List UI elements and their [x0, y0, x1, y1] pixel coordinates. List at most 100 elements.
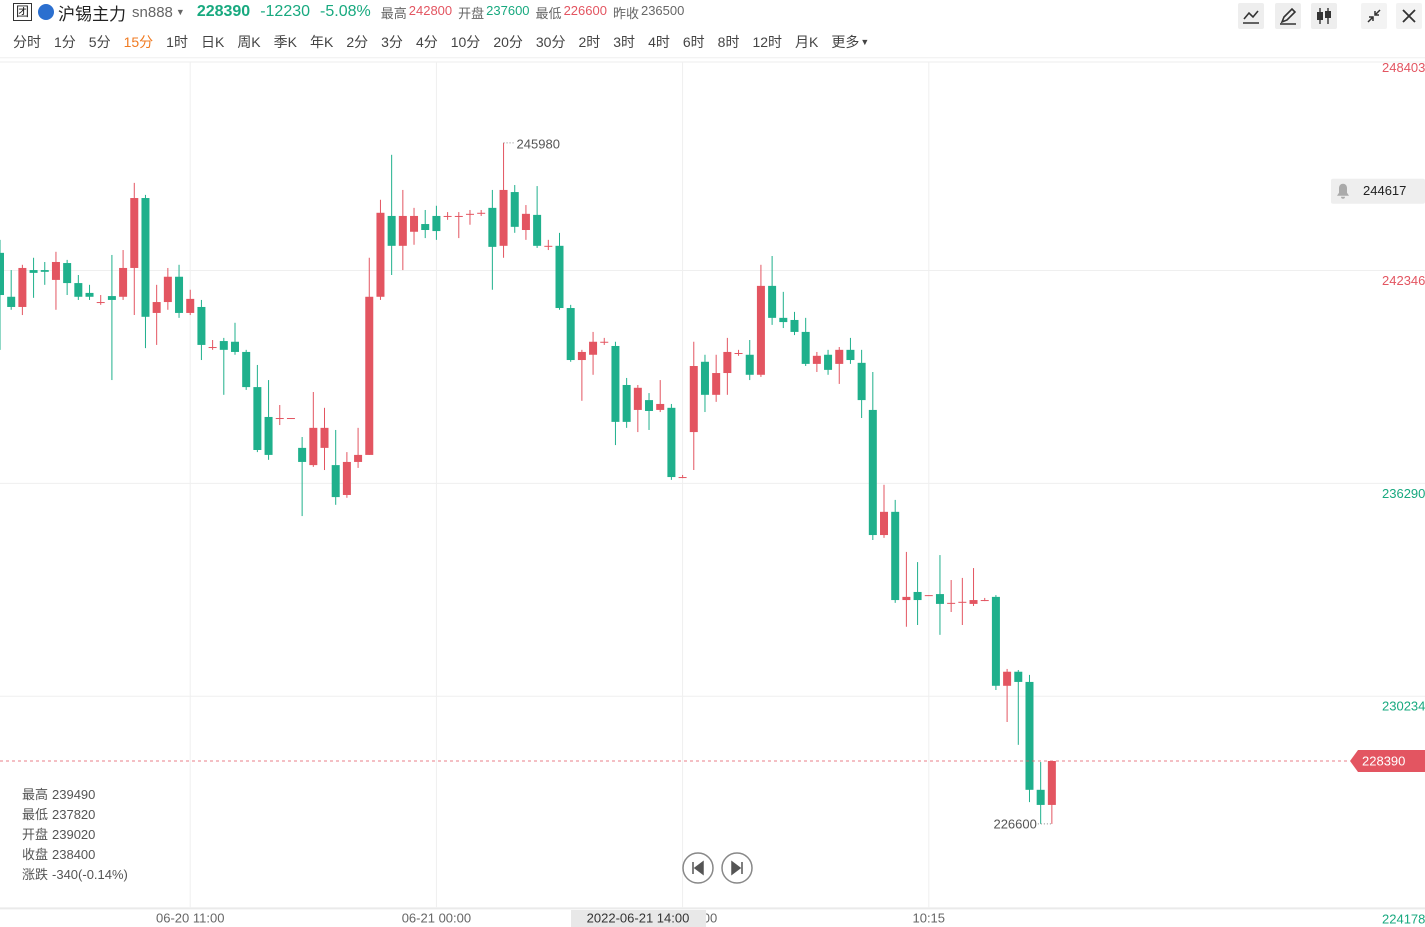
stat-value: 236500 — [640, 2, 685, 18]
stat-label: 最低 — [535, 5, 562, 21]
candle-body — [790, 319, 799, 332]
period-tab[interactable]: 10分 — [450, 34, 481, 50]
period-tab[interactable]: 30分 — [535, 34, 566, 50]
period-tab[interactable]: 12时 — [752, 34, 783, 50]
candle-body — [29, 270, 38, 273]
candle-body — [880, 511, 889, 536]
period-tab[interactable]: 年K — [310, 34, 334, 50]
dropdown-arrow[interactable]: ▼ — [175, 7, 185, 17]
period-tab[interactable]: 分时 — [13, 34, 41, 50]
candle-body — [935, 594, 944, 604]
x-tick-label: 10:15 — [912, 910, 945, 925]
candle-body — [63, 263, 72, 284]
prev-icon — [692, 860, 704, 876]
period-tab[interactable]: 8时 — [717, 34, 740, 50]
candle-body — [465, 213, 474, 215]
tool-candle[interactable] — [1311, 3, 1337, 29]
stat-value: 237600 — [486, 2, 530, 18]
info-label: 涨跌 — [22, 867, 49, 882]
period-tab[interactable]: 1分 — [54, 34, 76, 50]
info-row: 涨跌 -340(-0.14%) — [22, 865, 128, 885]
y-tick-label: 242346 — [1382, 273, 1425, 288]
x-tick-label: 06-20 11:00 — [156, 910, 224, 925]
change: -12230 — [260, 3, 311, 20]
grid — [0, 57, 1425, 910]
candle-body — [924, 595, 933, 597]
candle-body — [589, 341, 598, 355]
last-price-badge — [1350, 749, 1425, 772]
candle-body — [902, 596, 911, 601]
symbol-code[interactable]: sn888 — [132, 3, 173, 21]
alert-label: 244617 — [1363, 183, 1406, 198]
period-tab[interactable]: 2分 — [346, 34, 369, 50]
stat-label: 最高 — [380, 5, 407, 21]
period-tab[interactable]: 3分 — [381, 34, 403, 50]
candle-body — [745, 354, 754, 375]
y-tick-label: 248403 — [1382, 60, 1425, 75]
stat-label: 昨收 — [612, 5, 639, 21]
candle-body — [376, 212, 385, 297]
info-label: 开盘 — [22, 827, 49, 842]
period-tab[interactable]: 20分 — [493, 34, 523, 50]
tool-close[interactable] — [1396, 3, 1422, 29]
y-tick-label: 236290 — [1382, 486, 1425, 501]
stat-value: 242800 — [408, 2, 453, 18]
info-value: 238400 — [52, 847, 96, 862]
tool-shrink[interactable] — [1361, 3, 1387, 29]
symbol-name: 沪锡主力 — [58, 4, 127, 24]
candle-body — [611, 345, 620, 422]
period-tab[interactable]: 周K — [237, 34, 261, 50]
candle-body — [756, 285, 765, 375]
period-tab[interactable]: 15分 — [123, 34, 154, 50]
candle-body — [298, 447, 307, 462]
candle-body — [342, 461, 351, 495]
candle-body — [275, 418, 284, 420]
period-tab[interactable]: 5分 — [88, 34, 111, 50]
more-arrow[interactable]: ▼ — [860, 37, 870, 47]
candle-body — [96, 302, 105, 304]
candle-body — [130, 198, 139, 268]
candle-body — [678, 477, 687, 479]
icon — [1367, 9, 1381, 23]
header: 团 沪锡主力 sn888 ▼ 228390 -12230 -5.08% 最高 24… — [13, 2, 696, 24]
candle-body — [1047, 760, 1056, 805]
period-tab[interactable]: 4分 — [415, 34, 438, 50]
candle-body — [846, 349, 855, 361]
period-tab[interactable]: 4时 — [648, 34, 670, 50]
candle-body — [208, 347, 217, 349]
candle-body — [432, 215, 441, 232]
period-tab[interactable]: 月K — [795, 34, 819, 50]
candle-body — [421, 224, 430, 231]
candle-body — [656, 403, 665, 410]
tool-draw[interactable] — [1275, 3, 1301, 29]
candle-body — [667, 407, 676, 478]
candle-body — [712, 373, 721, 395]
candle-body — [700, 361, 709, 395]
info-row: 最低 237820 — [22, 805, 128, 825]
period-tab[interactable]: 更多 — [831, 34, 860, 50]
period-tab[interactable]: 6时 — [682, 34, 705, 50]
candle-body — [734, 353, 743, 355]
candle-body — [186, 298, 195, 313]
period-tab[interactable]: 日K — [200, 34, 225, 50]
candle-body — [633, 387, 642, 410]
period-tab[interactable]: 1时 — [166, 34, 188, 50]
period-tab[interactable]: 3时 — [613, 34, 636, 50]
candle-body — [835, 349, 844, 364]
tool-line[interactable] — [1238, 3, 1264, 29]
candle-body — [7, 296, 16, 307]
candle-body — [107, 296, 116, 300]
candle-body — [230, 341, 239, 352]
change-pct: -5.08% — [320, 3, 371, 20]
period-tab[interactable]: 季K — [273, 34, 297, 50]
candle-body — [555, 245, 564, 309]
last-price-label: 228390 — [1362, 753, 1405, 768]
period-tab[interactable]: 2时 — [578, 34, 601, 50]
candle-body — [723, 351, 732, 374]
candle-body — [320, 427, 329, 448]
candle-body — [175, 276, 184, 313]
candle-body — [477, 212, 486, 214]
candle-body — [1025, 681, 1034, 790]
candle-body — [533, 214, 542, 246]
